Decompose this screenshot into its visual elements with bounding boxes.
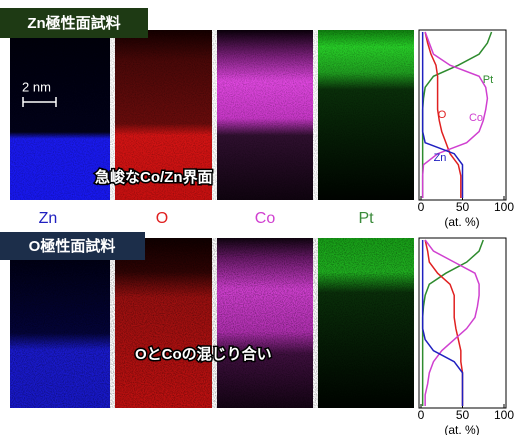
series-label: Co bbox=[469, 112, 483, 124]
title: Zn極性面試料 bbox=[27, 14, 120, 32]
element-label: O bbox=[156, 210, 168, 227]
element-label: Pt bbox=[358, 210, 374, 227]
series-label: O bbox=[438, 109, 447, 121]
x-axis-label: (at. %) bbox=[444, 423, 479, 435]
series-label: Zn bbox=[434, 152, 447, 164]
x-axis-label: (at. %) bbox=[444, 215, 479, 229]
noise bbox=[10, 238, 414, 408]
x-tick-label: 50 bbox=[456, 408, 470, 422]
figure: Zn極性面試料 O極性面試料 2 nm 急峻なCo/Zn界面 OとCoの混じり合… bbox=[0, 0, 515, 435]
element-label: Co bbox=[255, 210, 276, 227]
scale-label: 2 nm bbox=[22, 79, 51, 94]
x-tick-label: 100 bbox=[494, 408, 514, 422]
annotation: OとCoの混じり合い bbox=[135, 345, 272, 363]
bottom-maps bbox=[10, 238, 414, 408]
annotation: 急峻なCo/Zn界面 bbox=[95, 168, 213, 186]
element-labels: Zn O Co Pt bbox=[39, 210, 374, 227]
x-tick-label: 50 bbox=[456, 200, 470, 214]
element-label: Zn bbox=[39, 210, 58, 227]
x-tick-label: 0 bbox=[418, 200, 425, 214]
x-tick-label: 0 bbox=[418, 408, 425, 422]
x-tick-label: 100 bbox=[494, 200, 514, 214]
title: O極性面試料 bbox=[29, 237, 116, 255]
